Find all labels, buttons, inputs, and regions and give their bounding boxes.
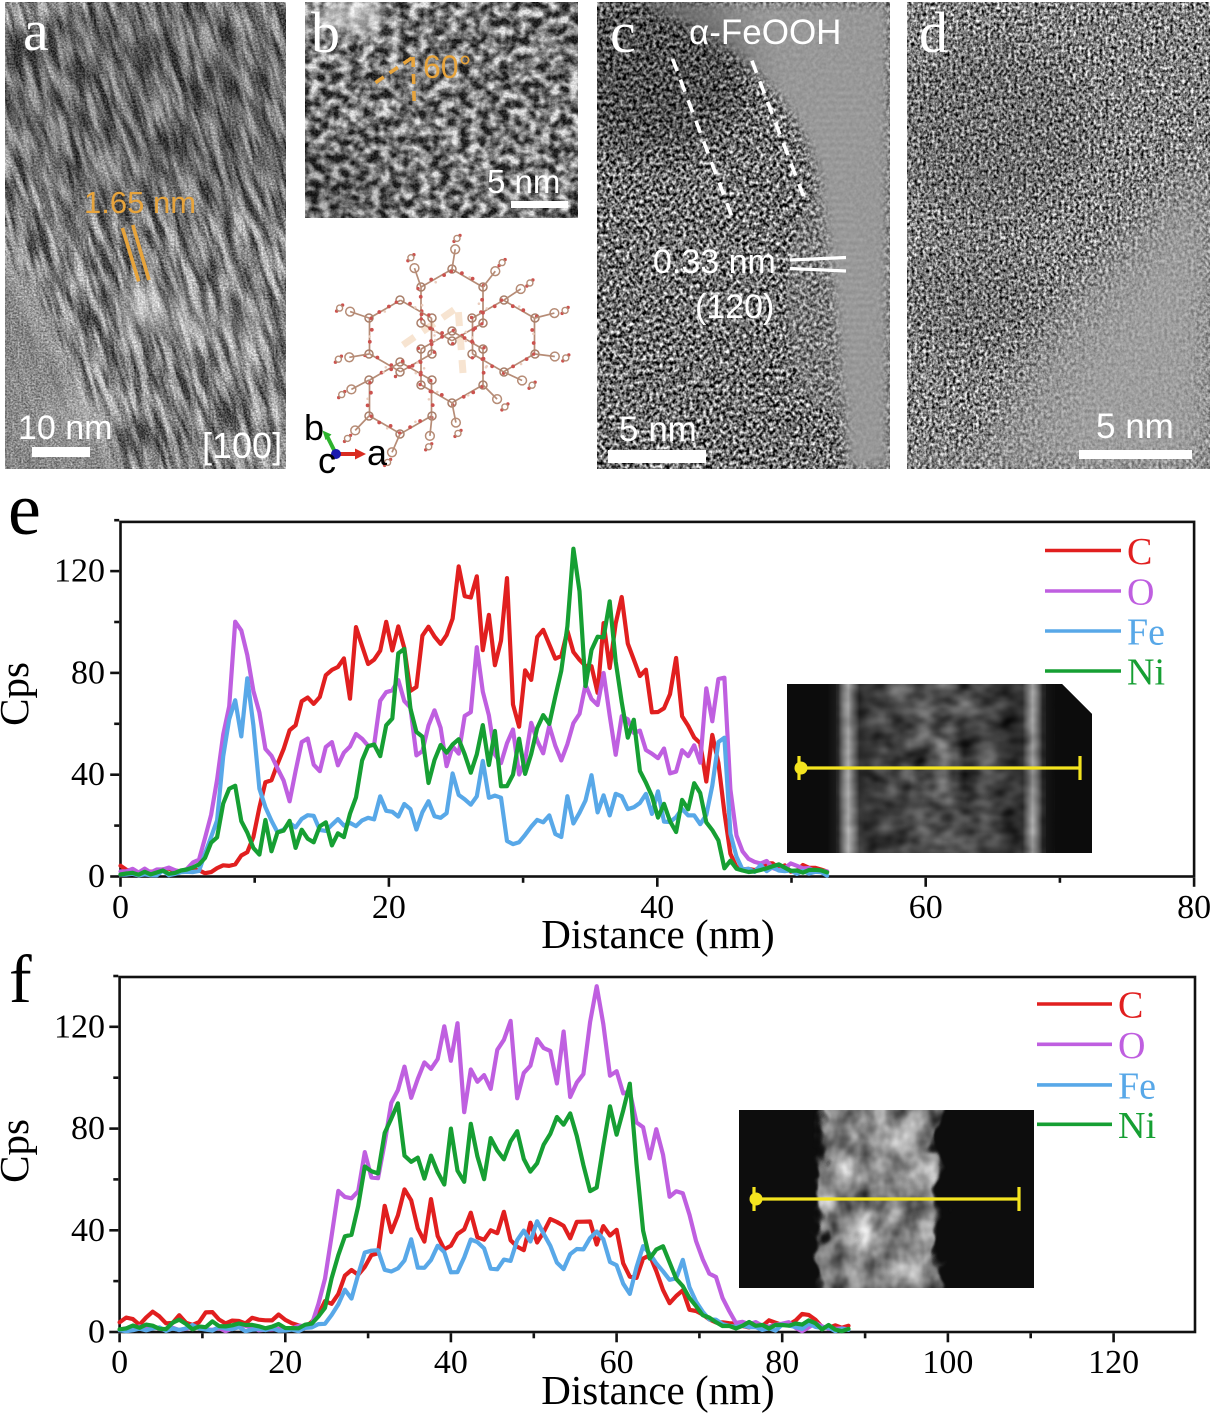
svg-text:O: O <box>1118 1025 1145 1067</box>
svg-text:Cps: Cps <box>0 1119 37 1183</box>
svg-text:[100]: [100] <box>202 425 282 466</box>
svg-text:(120): (120) <box>695 288 774 326</box>
svg-text:C: C <box>1118 985 1143 1027</box>
svg-text:0: 0 <box>88 858 105 895</box>
svg-text:40: 40 <box>434 1344 468 1381</box>
svg-text:C: C <box>1127 531 1152 573</box>
svg-text:a: a <box>367 432 388 473</box>
svg-text:40: 40 <box>640 889 674 926</box>
svg-text:1.65 nm: 1.65 nm <box>84 185 196 220</box>
svg-text:a: a <box>23 0 49 63</box>
svg-text:Distance (nm): Distance (nm) <box>541 911 774 957</box>
svg-text:Ni: Ni <box>1127 652 1165 694</box>
svg-text:c: c <box>610 0 636 65</box>
svg-text:f: f <box>9 941 32 1017</box>
svg-text:0: 0 <box>88 1314 105 1351</box>
svg-text:0: 0 <box>111 1344 128 1381</box>
svg-text:d: d <box>919 0 948 65</box>
svg-text:Cps: Cps <box>0 662 37 726</box>
svg-text:60: 60 <box>909 889 943 926</box>
svg-text:O: O <box>1127 572 1154 614</box>
svg-text:60°: 60° <box>423 49 471 85</box>
svg-text:10 nm: 10 nm <box>18 409 113 447</box>
svg-text:Ni: Ni <box>1118 1105 1156 1147</box>
svg-text:80: 80 <box>71 654 105 691</box>
svg-text:100: 100 <box>922 1344 973 1381</box>
svg-text:120: 120 <box>54 553 105 590</box>
svg-text:80: 80 <box>765 1344 799 1381</box>
svg-text:20: 20 <box>372 889 406 926</box>
svg-text:0: 0 <box>112 889 129 926</box>
svg-text:Fe: Fe <box>1118 1065 1156 1107</box>
svg-text:120: 120 <box>54 1008 105 1045</box>
svg-text:0.33 nm: 0.33 nm <box>653 243 776 281</box>
svg-text:80: 80 <box>71 1110 105 1147</box>
svg-text:e: e <box>8 469 41 551</box>
svg-text:80: 80 <box>1177 889 1211 926</box>
svg-text:Fe: Fe <box>1127 612 1165 654</box>
svg-text:b: b <box>304 407 324 448</box>
svg-text:5 nm: 5 nm <box>619 410 697 449</box>
svg-text:Distance (nm): Distance (nm) <box>541 1367 774 1413</box>
svg-text:40: 40 <box>71 756 105 793</box>
svg-text:60: 60 <box>600 1344 634 1381</box>
svg-text:5 nm: 5 nm <box>1096 407 1174 446</box>
svg-text:20: 20 <box>268 1344 302 1381</box>
svg-text:120: 120 <box>1088 1344 1139 1381</box>
svg-text:5 nm: 5 nm <box>487 163 560 200</box>
svg-text:b: b <box>311 0 340 65</box>
svg-text:40: 40 <box>71 1212 105 1249</box>
svg-text:c: c <box>318 440 336 481</box>
svg-text:α-FeOOH: α-FeOOH <box>689 13 841 52</box>
